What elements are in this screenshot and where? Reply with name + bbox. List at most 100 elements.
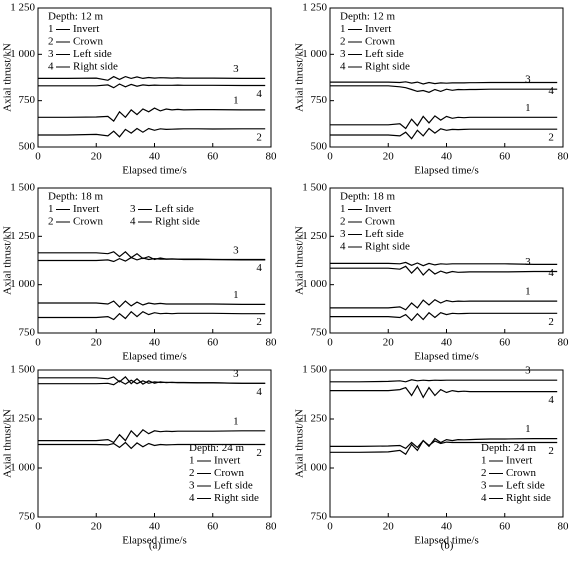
y-tick-label: 1 250 <box>10 230 35 242</box>
y-tick-label: 1 250 <box>302 230 327 242</box>
data-line <box>330 437 558 456</box>
legend-number: 1 <box>340 23 346 35</box>
y-tick-label: 750 <box>19 94 36 106</box>
y-tick-label: 750 <box>19 511 36 523</box>
data-line <box>38 256 266 263</box>
legend-label: Right side <box>214 492 259 504</box>
legend-label: Invert <box>73 23 99 35</box>
line-label: 1 <box>525 102 531 114</box>
x-tick-label: 40 <box>441 151 453 163</box>
legend-number: 3 <box>340 48 346 60</box>
legend-label: Invert <box>365 23 391 35</box>
legend-number: 4 <box>48 61 54 73</box>
line-label: 2 <box>256 316 262 328</box>
x-tick-label: 60 <box>207 337 219 349</box>
y-tick-label: 1 250 <box>10 2 35 14</box>
legend-number: 2 <box>481 467 487 479</box>
x-axis-label: Elapsed time/s <box>414 165 478 177</box>
y-axis-label: Axial thrust/kN <box>2 226 14 295</box>
y-axis-label: Axial thrust/kN <box>294 409 306 478</box>
legend-number: 1 <box>48 203 54 215</box>
x-axis-label: Elapsed time/s <box>122 351 186 363</box>
line-label: 1 <box>525 423 531 435</box>
x-tick-label: 20 <box>383 151 395 163</box>
legend-label: Right side <box>73 61 118 73</box>
line-label: 4 <box>548 267 554 279</box>
x-tick-label: 40 <box>149 337 161 349</box>
line-label: 3 <box>525 365 531 377</box>
y-tick-label: 750 <box>311 511 328 523</box>
legend-title: Depth: 24 m <box>481 442 536 454</box>
y-tick-label: 500 <box>19 141 36 153</box>
data-line <box>38 310 266 321</box>
legend-number: 1 <box>189 455 195 467</box>
x-tick-label: 20 <box>91 521 103 533</box>
y-tick-label: 1 250 <box>302 2 327 14</box>
legend-label: Left side <box>365 48 404 60</box>
legend-number: 4 <box>189 492 195 504</box>
panel-label: (b) <box>441 540 454 552</box>
x-tick-label: 0 <box>35 337 41 349</box>
data-line <box>330 311 558 322</box>
y-tick-label: 1 000 <box>302 278 327 290</box>
y-axis-label: Axial thrust/kN <box>2 409 14 478</box>
x-axis-label: Elapsed time/s <box>414 351 478 363</box>
line-label: 3 <box>525 74 531 86</box>
legend-label: Invert <box>506 455 532 467</box>
y-tick-label: 1 000 <box>10 278 35 290</box>
legend-title: Depth: 12 m <box>340 11 395 23</box>
legend-number: 2 <box>340 216 346 228</box>
y-tick-label: 1 500 <box>302 182 327 194</box>
panel-label: (a) <box>149 540 162 552</box>
line-label: 1 <box>233 94 239 106</box>
x-tick-label: 0 <box>35 151 41 163</box>
legend-number: 2 <box>48 36 54 48</box>
data-line <box>38 300 266 308</box>
legend-number: 3 <box>189 480 195 492</box>
y-tick-label: 1 000 <box>10 48 35 60</box>
legend-label: Crown <box>73 216 103 228</box>
legend-label: Right side <box>506 492 551 504</box>
x-tick-label: 20 <box>383 521 395 533</box>
legend-number: 3 <box>340 228 346 240</box>
line-label: 4 <box>548 85 554 97</box>
line-label: 3 <box>233 244 239 256</box>
line-label: 4 <box>256 88 262 100</box>
data-line <box>330 85 558 93</box>
data-line <box>330 298 558 311</box>
line-label: 3 <box>525 256 531 268</box>
y-tick-label: 750 <box>311 327 328 339</box>
legend-number: 4 <box>481 492 487 504</box>
x-tick-label: 80 <box>266 337 278 349</box>
legend-number: 4 <box>340 241 346 253</box>
legend-number: 1 <box>340 203 346 215</box>
legend-label: Invert <box>365 203 391 215</box>
x-tick-label: 0 <box>327 337 333 349</box>
legend-number: 1 <box>481 455 487 467</box>
x-tick-label: 80 <box>558 151 570 163</box>
legend-label: Crown <box>365 216 395 228</box>
data-line <box>330 265 558 276</box>
y-axis-label: Axial thrust/kN <box>294 226 306 295</box>
data-line <box>330 439 558 450</box>
x-axis-label: Elapsed time/s <box>414 535 478 547</box>
y-tick-label: 500 <box>311 141 328 153</box>
y-tick-label: 750 <box>19 327 36 339</box>
legend-number: 3 <box>481 480 487 492</box>
data-line <box>330 261 558 267</box>
y-tick-label: 1 000 <box>10 462 35 474</box>
x-tick-label: 60 <box>499 151 511 163</box>
y-tick-label: 1 500 <box>302 364 327 376</box>
legend-number: 2 <box>189 467 195 479</box>
x-tick-label: 20 <box>383 337 395 349</box>
legend-label: Crown <box>214 467 244 479</box>
legend-title: Depth: 24 m <box>189 442 244 454</box>
legend-number: 2 <box>340 36 346 48</box>
line-label: 2 <box>256 447 262 459</box>
data-line <box>330 384 558 399</box>
legend-label: Left side <box>506 480 545 492</box>
data-line <box>38 429 266 444</box>
x-tick-label: 0 <box>327 521 333 533</box>
x-tick-label: 0 <box>35 521 41 533</box>
